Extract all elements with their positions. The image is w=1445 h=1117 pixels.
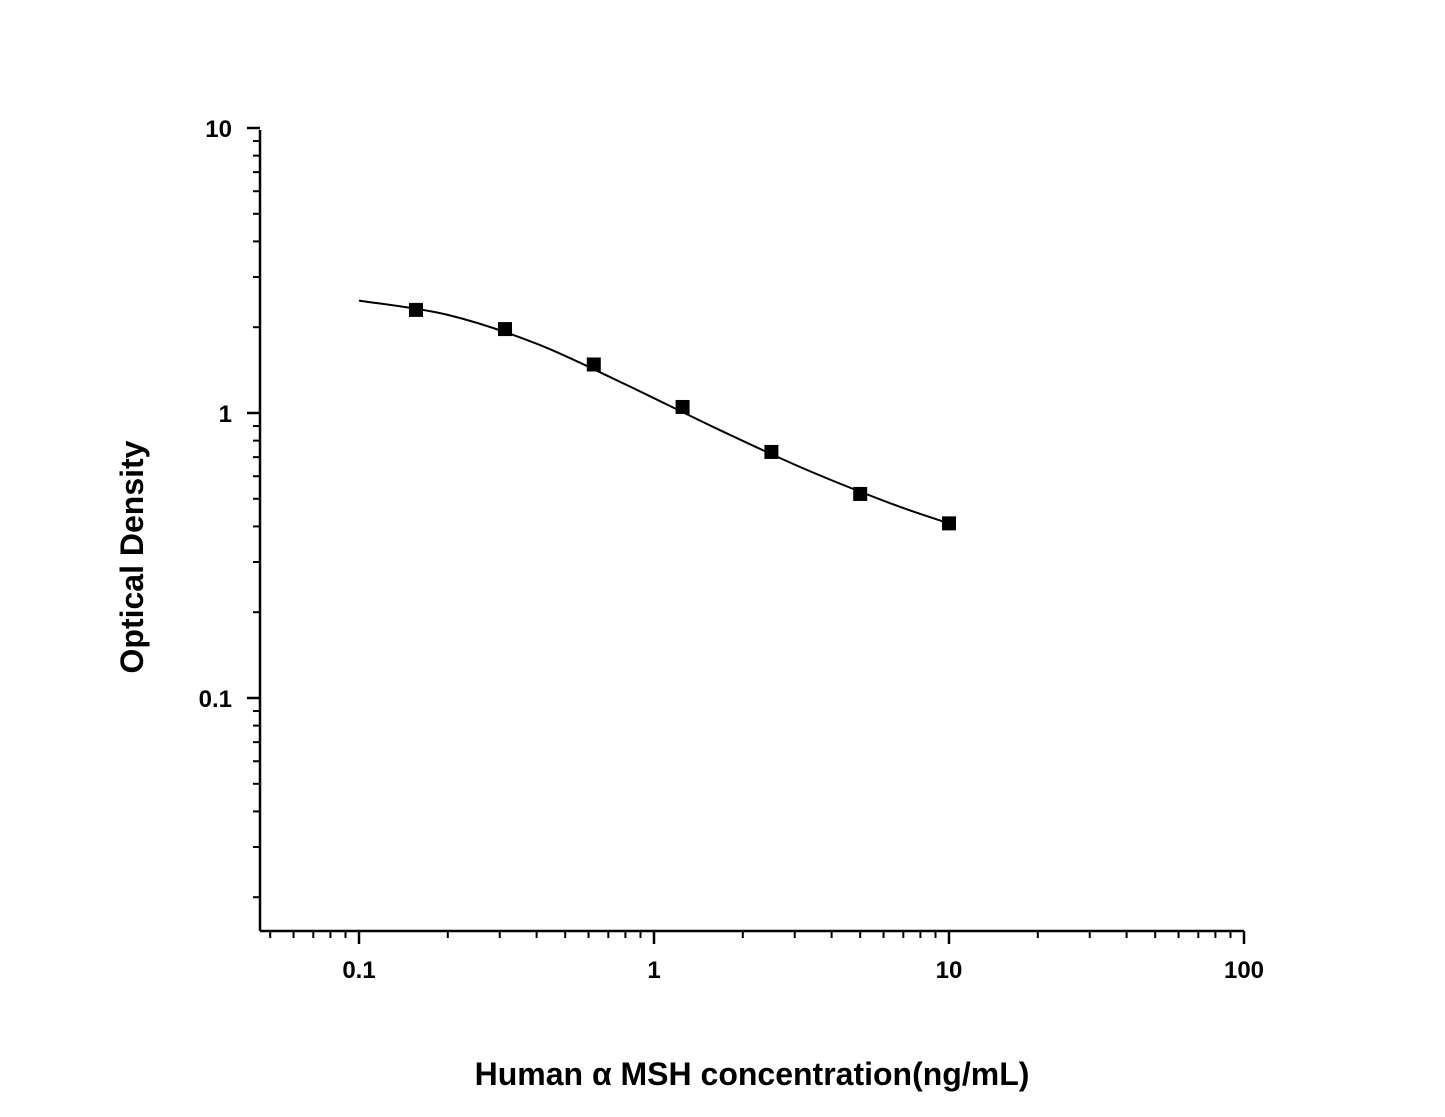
data-point: [675, 399, 690, 414]
data-point: [853, 486, 868, 501]
y-axis-title: Optical Density: [114, 440, 150, 673]
y-tick-label: 10: [205, 116, 232, 143]
data-point: [942, 516, 956, 531]
fit-curve-line: [358, 299, 950, 525]
fit-curve-layer: [358, 299, 950, 525]
x-tick-label: 100: [1224, 957, 1264, 984]
y-tick-label: 1: [219, 401, 232, 428]
x-tick-label: 10: [936, 957, 963, 984]
y-axis: 0.1 1 10: [199, 116, 262, 931]
data-point: [408, 302, 423, 317]
data-point: [764, 444, 779, 459]
data-point: [586, 357, 601, 372]
y-tick-label: 0.1: [199, 686, 232, 713]
x-axis-title: Human α MSH concentration(ng/mL): [475, 1056, 1030, 1092]
data-points-layer: [408, 302, 956, 531]
x-axis: 0.1 1 10 100: [260, 929, 1264, 984]
x-tick-label: 0.1: [342, 957, 375, 984]
x-tick-label: 1: [647, 957, 660, 984]
data-point: [497, 322, 512, 337]
